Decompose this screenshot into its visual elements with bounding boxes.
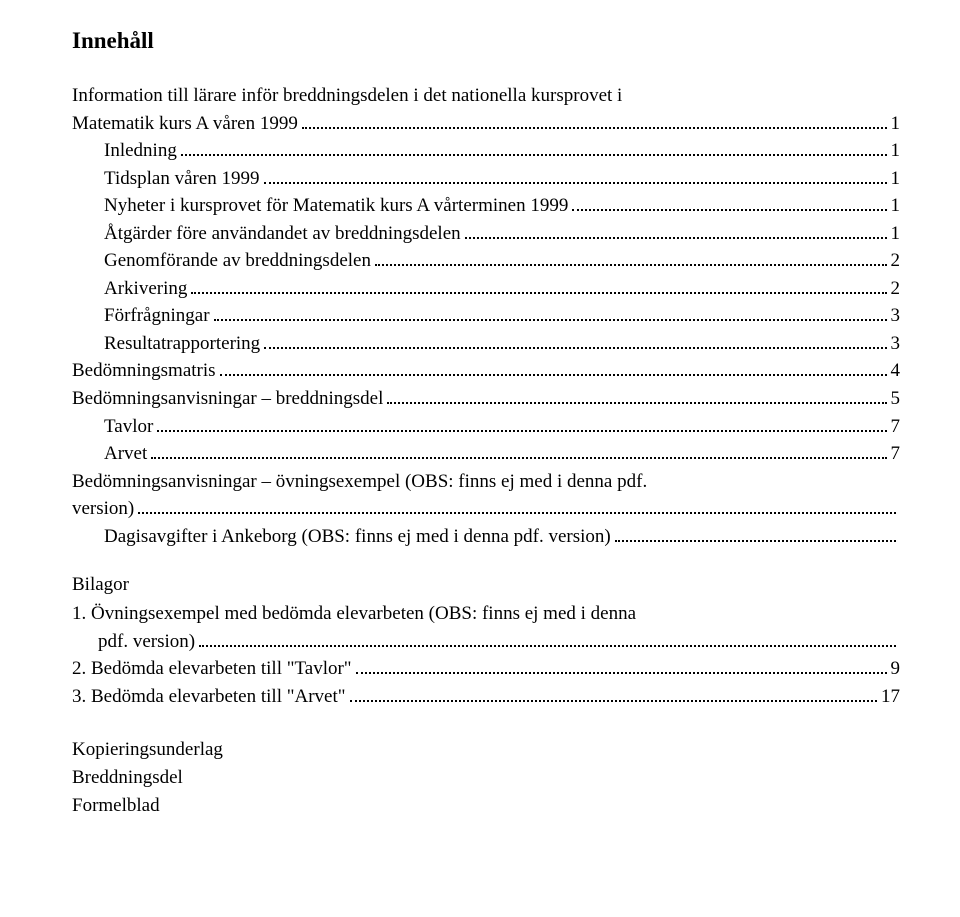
- toc-section-info: Information till lärare inför breddnings…: [72, 82, 900, 137]
- toc-page: 1: [891, 110, 901, 138]
- toc-page: 1: [891, 192, 901, 220]
- toc-item: Bedömningsmatris 4: [72, 357, 900, 385]
- toc-leader: [356, 657, 887, 674]
- toc-leader: [214, 304, 887, 321]
- toc-label: Arvet: [72, 440, 147, 468]
- toc-label: 3. Bedömda elevarbeten till "Arvet": [72, 683, 346, 711]
- toc-leader: [302, 111, 887, 128]
- toc-page: 7: [891, 413, 901, 441]
- toc-leader: [264, 332, 886, 349]
- toc-page: 5: [891, 385, 901, 413]
- attachments-heading: Kopieringsunderlag: [72, 736, 900, 764]
- toc-item: Tidsplan våren 1999 1: [72, 165, 900, 193]
- toc-label: Nyheter i kursprovet för Matematik kurs …: [72, 192, 568, 220]
- toc-page: 1: [891, 220, 901, 248]
- toc-page: 7: [891, 440, 901, 468]
- toc-leader: [157, 414, 886, 431]
- toc-item: Genomförande av breddningsdelen 2: [72, 247, 900, 275]
- toc-label: Resultatrapportering: [72, 330, 260, 358]
- toc-page: 17: [881, 683, 900, 711]
- toc-item: Resultatrapportering 3: [72, 330, 900, 358]
- toc-heading-line2: Matematik kurs A våren 1999: [72, 110, 298, 138]
- toc-page: 2: [891, 275, 901, 303]
- toc: Information till lärare inför breddnings…: [72, 82, 900, 819]
- toc-item: Bedömningsanvisningar – breddningsdel 5: [72, 385, 900, 413]
- toc-label: Bedömningsanvisningar – breddningsdel: [72, 385, 383, 413]
- toc-page: 1: [891, 165, 901, 193]
- toc-label: Genomförande av breddningsdelen: [72, 247, 371, 275]
- toc-item: Arvet 7: [72, 440, 900, 468]
- toc-item: Åtgärder före användandet av breddningsd…: [72, 220, 900, 248]
- bilagor-item: 2. Bedömda elevarbeten till "Tavlor" 9: [72, 655, 900, 683]
- attachments-line: Breddningsdel: [72, 764, 900, 792]
- toc-label: Bedömningsmatris: [72, 357, 216, 385]
- toc-page: 3: [891, 302, 901, 330]
- toc-label: Arkivering: [72, 275, 187, 303]
- bilagor-heading: Bilagor: [72, 574, 900, 596]
- toc-leader: [220, 359, 887, 376]
- toc-item: Dagisavgifter i Ankeborg (OBS: finns ej …: [72, 523, 900, 551]
- toc-page: 9: [891, 655, 901, 683]
- bilagor-label-line2: pdf. version): [72, 628, 195, 656]
- toc-heading-line1: Information till lärare inför breddnings…: [72, 82, 900, 110]
- toc-leader: [199, 630, 896, 647]
- toc-leader: [572, 194, 886, 211]
- attachments-line: Formelblad: [72, 792, 900, 820]
- toc-leader: [151, 442, 886, 459]
- toc-label-line2: version): [72, 495, 134, 523]
- bilagor-label-line1: 1. Övningsexempel med bedömda elevarbete…: [72, 600, 900, 628]
- page-title: Innehåll: [72, 28, 900, 54]
- toc-item: Inledning 1: [72, 137, 900, 165]
- toc-leader: [138, 497, 896, 514]
- toc-item: Nyheter i kursprovet för Matematik kurs …: [72, 192, 900, 220]
- bilagor-item: 3. Bedömda elevarbeten till "Arvet" 17: [72, 683, 900, 711]
- toc-item-multiline: Bedömningsanvisningar – övningsexempel (…: [72, 468, 900, 523]
- toc-label-line1: Bedömningsanvisningar – övningsexempel (…: [72, 468, 900, 496]
- bilagor-item-multiline: 1. Övningsexempel med bedömda elevarbete…: [72, 600, 900, 655]
- toc-label: 2. Bedömda elevarbeten till "Tavlor": [72, 655, 352, 683]
- toc-page: 1: [891, 137, 901, 165]
- toc-leader: [387, 387, 886, 404]
- toc-page: 2: [891, 247, 901, 275]
- toc-item: Arkivering 2: [72, 275, 900, 303]
- toc-label: Förfrågningar: [72, 302, 210, 330]
- toc-leader: [465, 222, 887, 239]
- toc-label: Inledning: [72, 137, 177, 165]
- toc-page: 3: [891, 330, 901, 358]
- toc-leader: [350, 685, 877, 702]
- toc-item: Förfrågningar 3: [72, 302, 900, 330]
- toc-leader: [264, 167, 887, 184]
- toc-leader: [375, 249, 887, 266]
- toc-leader: [615, 525, 896, 542]
- toc-leader: [191, 277, 886, 294]
- toc-item: Tavlor 7: [72, 413, 900, 441]
- toc-page: 4: [891, 357, 901, 385]
- toc-leader: [181, 139, 887, 156]
- toc-label: Dagisavgifter i Ankeborg (OBS: finns ej …: [72, 523, 611, 551]
- attachments-block: Kopieringsunderlag Breddningsdel Formelb…: [72, 736, 900, 819]
- toc-label: Tidsplan våren 1999: [72, 165, 260, 193]
- toc-label: Åtgärder före användandet av breddningsd…: [72, 220, 461, 248]
- toc-label: Tavlor: [72, 413, 153, 441]
